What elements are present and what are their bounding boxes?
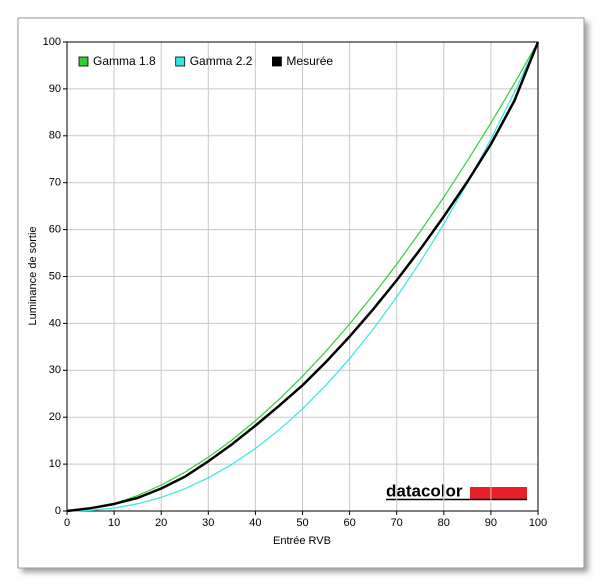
x-tick-label: 50 <box>296 517 308 529</box>
y-tick-label: 20 <box>49 411 61 423</box>
logo-bar <box>470 487 527 499</box>
legend-label: Mesurée <box>286 54 333 68</box>
logo: datacolor <box>386 481 463 500</box>
y-tick-label: 0 <box>55 505 61 517</box>
series-line <box>66 41 539 512</box>
y-tick-label: 70 <box>49 177 61 189</box>
legend-swatch <box>175 56 186 67</box>
x-tick-label: 70 <box>391 517 403 529</box>
y-tick-label: 30 <box>49 364 61 376</box>
y-axis-label: Luminance de sortie <box>27 226 39 325</box>
x-tick-label: 20 <box>155 517 167 529</box>
x-tick-label: 30 <box>202 517 214 529</box>
series-line <box>66 41 539 512</box>
x-tick-label: 40 <box>249 517 261 529</box>
x-tick-label: 100 <box>529 517 547 529</box>
frame <box>17 17 585 569</box>
y-tick-label: 60 <box>49 224 61 236</box>
x-tick-label: 10 <box>108 517 120 529</box>
y-tick-label: 50 <box>49 270 61 282</box>
legend-swatch <box>272 56 282 67</box>
series-line <box>66 41 540 513</box>
y-tick-label: 100 <box>43 36 61 48</box>
y-tick-label: 40 <box>49 317 61 329</box>
y-tick-label: 90 <box>49 83 61 95</box>
y-tick-label: 80 <box>49 130 61 142</box>
legend-swatch <box>78 56 89 67</box>
x-tick-label: 0 <box>64 517 70 529</box>
legend-label: Gamma 2.2 <box>190 54 253 68</box>
legend-label: Gamma 1.8 <box>93 54 156 68</box>
x-tick-label: 60 <box>343 517 355 529</box>
x-tick-label: 80 <box>438 517 450 529</box>
x-axis-label: Entrée RVB <box>273 535 331 547</box>
plot-border <box>66 41 539 512</box>
x-tick-label: 90 <box>485 517 497 529</box>
y-tick-label: 10 <box>49 458 61 470</box>
